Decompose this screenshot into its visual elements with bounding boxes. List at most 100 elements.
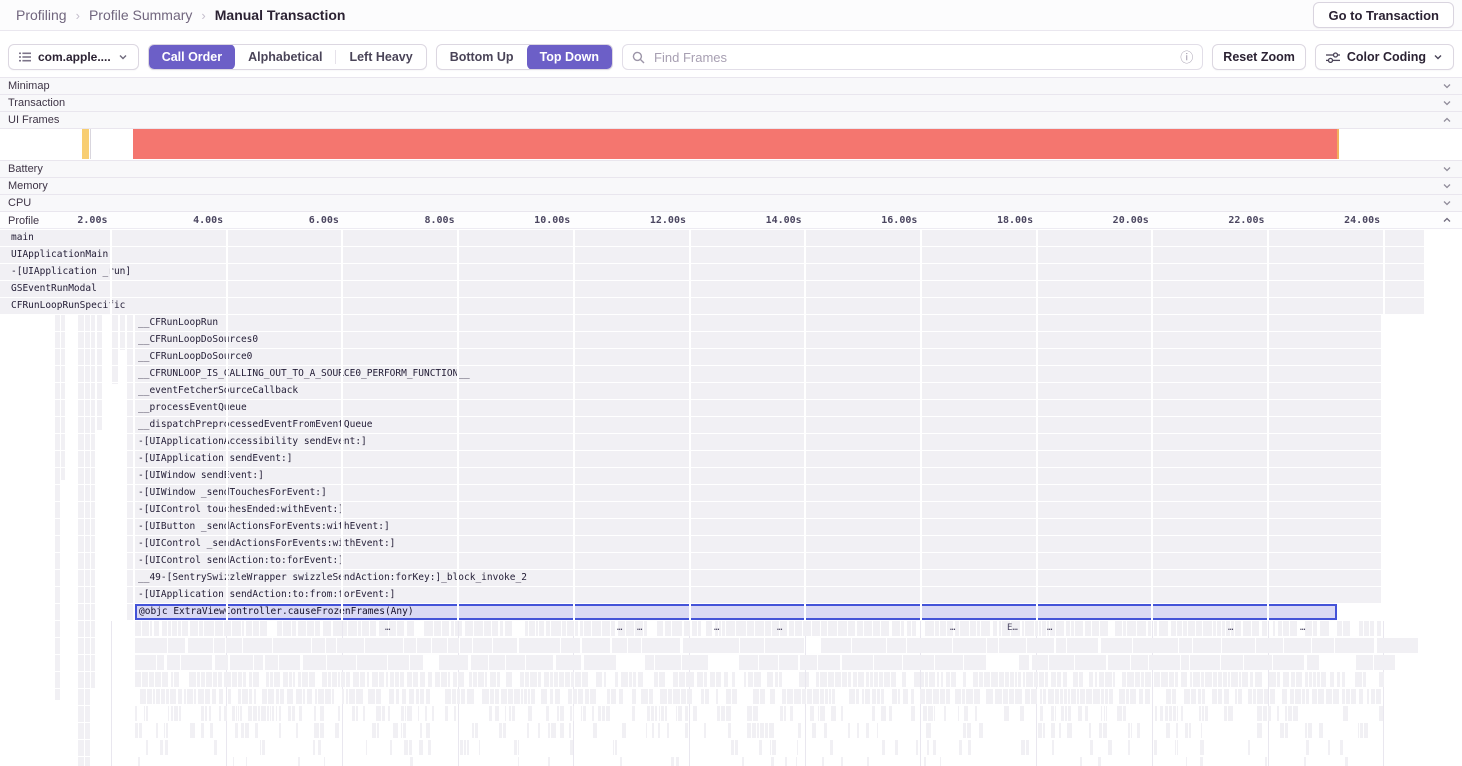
frame-bar[interactable] — [1326, 689, 1332, 704]
frame-bar[interactable] — [1193, 672, 1201, 687]
frame-bar[interactable] — [1231, 672, 1239, 687]
frame-bar[interactable] — [1276, 672, 1281, 687]
frame-bar[interactable] — [1213, 621, 1217, 636]
frame-bar[interactable] — [529, 621, 535, 636]
frame-bar[interactable] — [1318, 689, 1324, 704]
frame-bar[interactable] — [252, 706, 257, 721]
frame-bar[interactable] — [939, 757, 942, 766]
frame-bar[interactable] — [612, 740, 615, 755]
frame-bar[interactable] — [963, 723, 967, 738]
frame-bar[interactable] — [412, 672, 419, 687]
frame-bar[interactable] — [1369, 621, 1375, 636]
frame-bar[interactable] — [1343, 621, 1350, 636]
frame-bar[interactable] — [500, 621, 503, 636]
flame-frame[interactable]: GSEventRunModal — [0, 280, 1424, 297]
frame-bar[interactable] — [658, 706, 660, 721]
frame-bar[interactable] — [675, 706, 677, 721]
frame-bar[interactable] — [632, 706, 636, 721]
frame-bar[interactable] — [816, 672, 819, 687]
frame-bar[interactable] — [218, 672, 222, 687]
frame-bar[interactable] — [1336, 621, 1343, 636]
frame-bar[interactable] — [568, 723, 571, 738]
frame-bar[interactable] — [747, 723, 752, 738]
frame-bar[interactable] — [784, 757, 788, 766]
frame-bar[interactable] — [986, 638, 999, 653]
frame-bar[interactable] — [1065, 621, 1071, 636]
frame-bar[interactable] — [928, 672, 936, 687]
frame-bar[interactable] — [404, 706, 407, 721]
frame-bar[interactable] — [1213, 672, 1217, 687]
frame-bar[interactable] — [925, 672, 928, 687]
frame-bar[interactable] — [507, 689, 513, 704]
frame-bar[interactable] — [314, 723, 319, 738]
frame-bar[interactable] — [246, 621, 253, 636]
frame-bar[interactable] — [1279, 723, 1284, 738]
frame-bar[interactable] — [283, 621, 292, 636]
frame-bar[interactable] — [164, 740, 169, 755]
frame-bar[interactable] — [705, 621, 713, 636]
frame-bar[interactable] — [483, 621, 491, 636]
frame-bar[interactable] — [922, 706, 928, 721]
frame-bar[interactable] — [1147, 621, 1152, 636]
frame-bar[interactable] — [444, 706, 448, 721]
frame-bar[interactable] — [262, 689, 268, 704]
frame-bar[interactable] — [1125, 689, 1129, 704]
frame-bar[interactable] — [638, 672, 644, 687]
frame-bar[interactable] — [178, 621, 182, 636]
frame-bar[interactable] — [1010, 621, 1021, 636]
frame-bar[interactable] — [596, 672, 603, 687]
frame-bar[interactable] — [1078, 672, 1084, 687]
frame-bar[interactable] — [453, 672, 457, 687]
frame-bar[interactable] — [1100, 706, 1103, 721]
frame-bar[interactable] — [1039, 672, 1044, 687]
frame-bar[interactable] — [769, 689, 775, 704]
frame-bar[interactable] — [565, 672, 570, 687]
frame-bar[interactable] — [1180, 706, 1183, 721]
frame-bar[interactable] — [1100, 638, 1132, 653]
frame-bar[interactable] — [884, 672, 890, 687]
frame-bar[interactable] — [518, 757, 520, 766]
frame-bar[interactable] — [201, 706, 204, 721]
frame-bar[interactable] — [326, 638, 337, 653]
frame-bar[interactable] — [230, 655, 253, 670]
frame-bar[interactable] — [857, 621, 863, 636]
frame-bar[interactable] — [743, 672, 746, 687]
frame-bar[interactable] — [169, 689, 176, 704]
frame-bar[interactable] — [319, 723, 324, 738]
color-coding-dropdown[interactable]: Color Coding — [1314, 44, 1454, 70]
frame-bar[interactable] — [513, 689, 520, 704]
frame-bar[interactable] — [876, 723, 878, 738]
frame-bar[interactable] — [1155, 706, 1157, 721]
frame-bar[interactable] — [400, 672, 405, 687]
frame-bar[interactable] — [1319, 621, 1330, 636]
frame-bar[interactable] — [1239, 672, 1242, 687]
frame-bar[interactable] — [444, 689, 451, 704]
frame-bar[interactable] — [811, 723, 817, 738]
frame-bar[interactable] — [332, 689, 335, 704]
frame-bar[interactable] — [1302, 689, 1306, 704]
frame-bar[interactable] — [1187, 621, 1195, 636]
frame-bar[interactable] — [1123, 621, 1127, 636]
frame-bar[interactable] — [812, 689, 820, 704]
frame-bar[interactable] — [682, 638, 707, 653]
frame-bar[interactable] — [327, 655, 357, 670]
frame-bar[interactable] — [958, 740, 962, 755]
frame-bar[interactable] — [549, 689, 553, 704]
frame-bar[interactable] — [559, 706, 564, 721]
frame-bar[interactable] — [1284, 638, 1312, 653]
frame-bar[interactable] — [559, 723, 565, 738]
frame-bar[interactable] — [434, 672, 441, 687]
frame-bar[interactable] — [387, 706, 390, 721]
frame-bar[interactable] — [759, 740, 762, 755]
frame-bar[interactable] — [461, 689, 465, 704]
frame-bar[interactable] — [910, 706, 916, 721]
frame-bar[interactable] — [653, 672, 659, 687]
frame-bar[interactable] — [253, 655, 263, 670]
frame-bar[interactable] — [1221, 655, 1243, 670]
frame-bar[interactable] — [707, 638, 739, 653]
frame-bar[interactable] — [1255, 672, 1262, 687]
frame-bar[interactable] — [799, 655, 817, 670]
frame-bar[interactable] — [998, 621, 1001, 636]
frame-bar[interactable] — [925, 621, 934, 636]
frame-bar[interactable] — [1180, 655, 1190, 670]
